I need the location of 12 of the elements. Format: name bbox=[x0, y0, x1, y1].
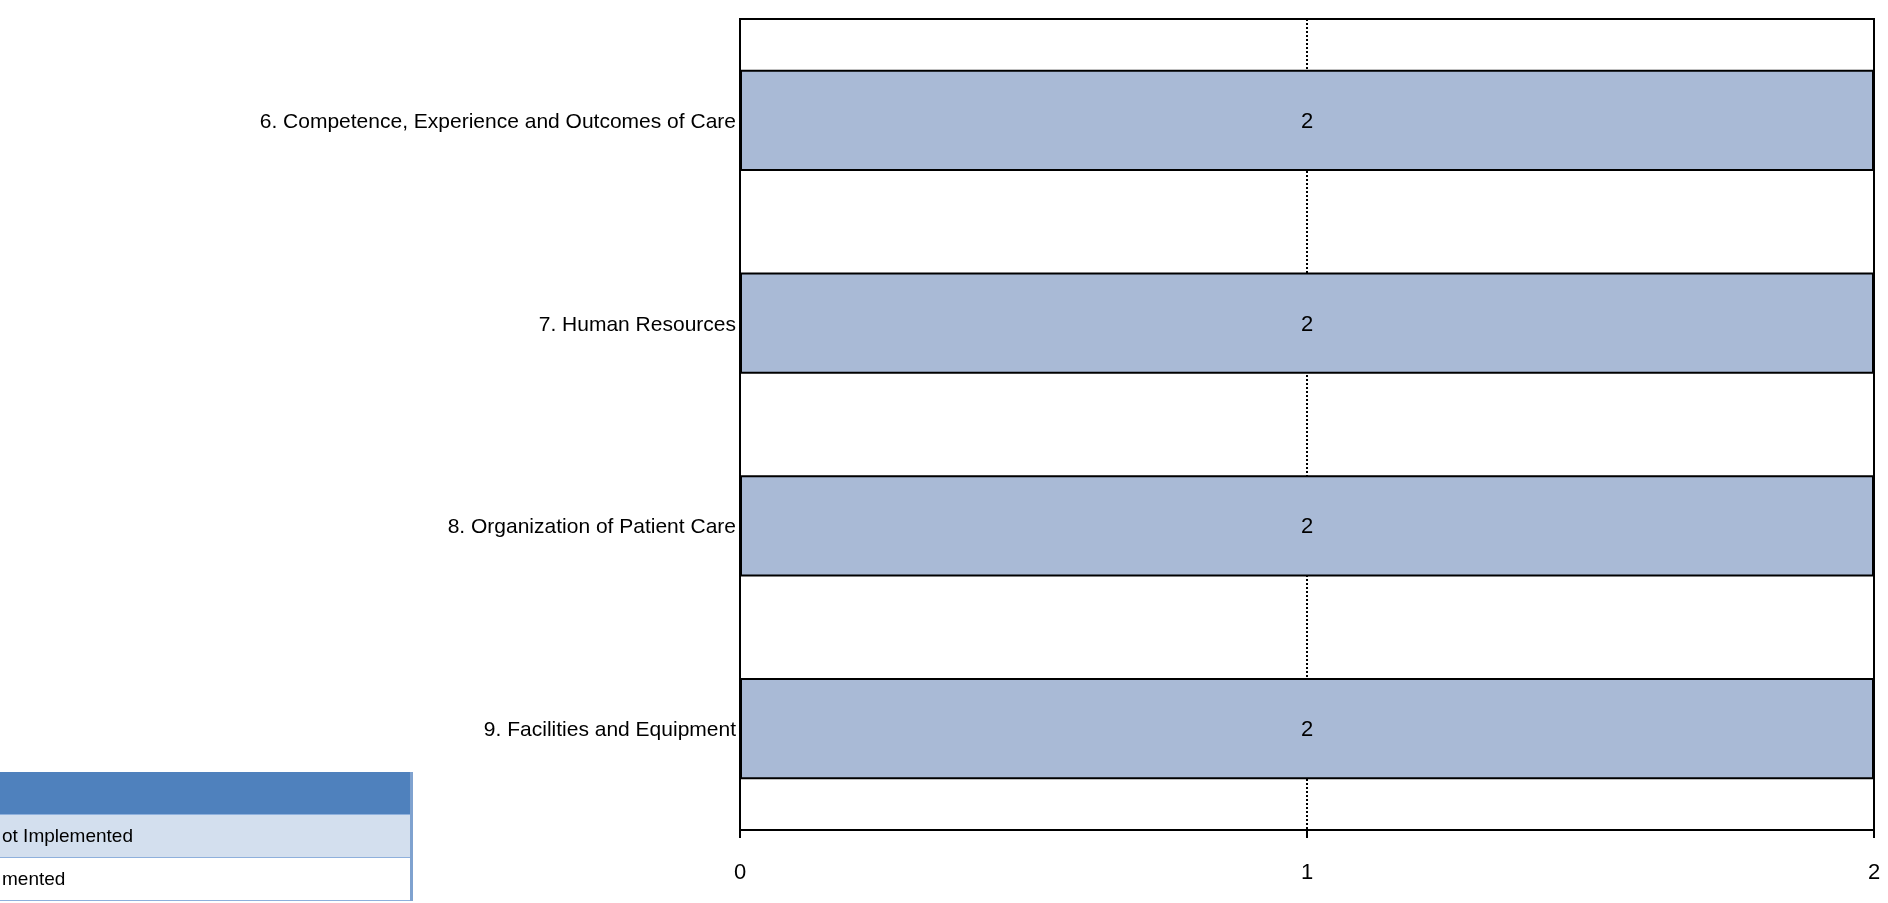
data-label: 2 bbox=[1300, 513, 1314, 539]
data-label: 2 bbox=[1300, 716, 1314, 742]
y-tick-label: 6. Competence, Experience and Outcomes of Care bbox=[259, 108, 736, 132]
x-tick-label: 1 bbox=[1300, 858, 1314, 884]
legend-table: ot Implemented mented bbox=[0, 772, 413, 901]
y-tick-label: 7. Human Resources bbox=[538, 311, 736, 335]
x-tick-label: 2 bbox=[1867, 858, 1881, 884]
data-label: 2 bbox=[1300, 107, 1314, 133]
data-label: 2 bbox=[1300, 310, 1314, 336]
y-tick-label: 9. Facilities and Equipment bbox=[483, 717, 737, 741]
x-tick-label: 0 bbox=[733, 858, 747, 884]
y-tick-label: 8. Organization of Patient Care bbox=[447, 514, 736, 538]
